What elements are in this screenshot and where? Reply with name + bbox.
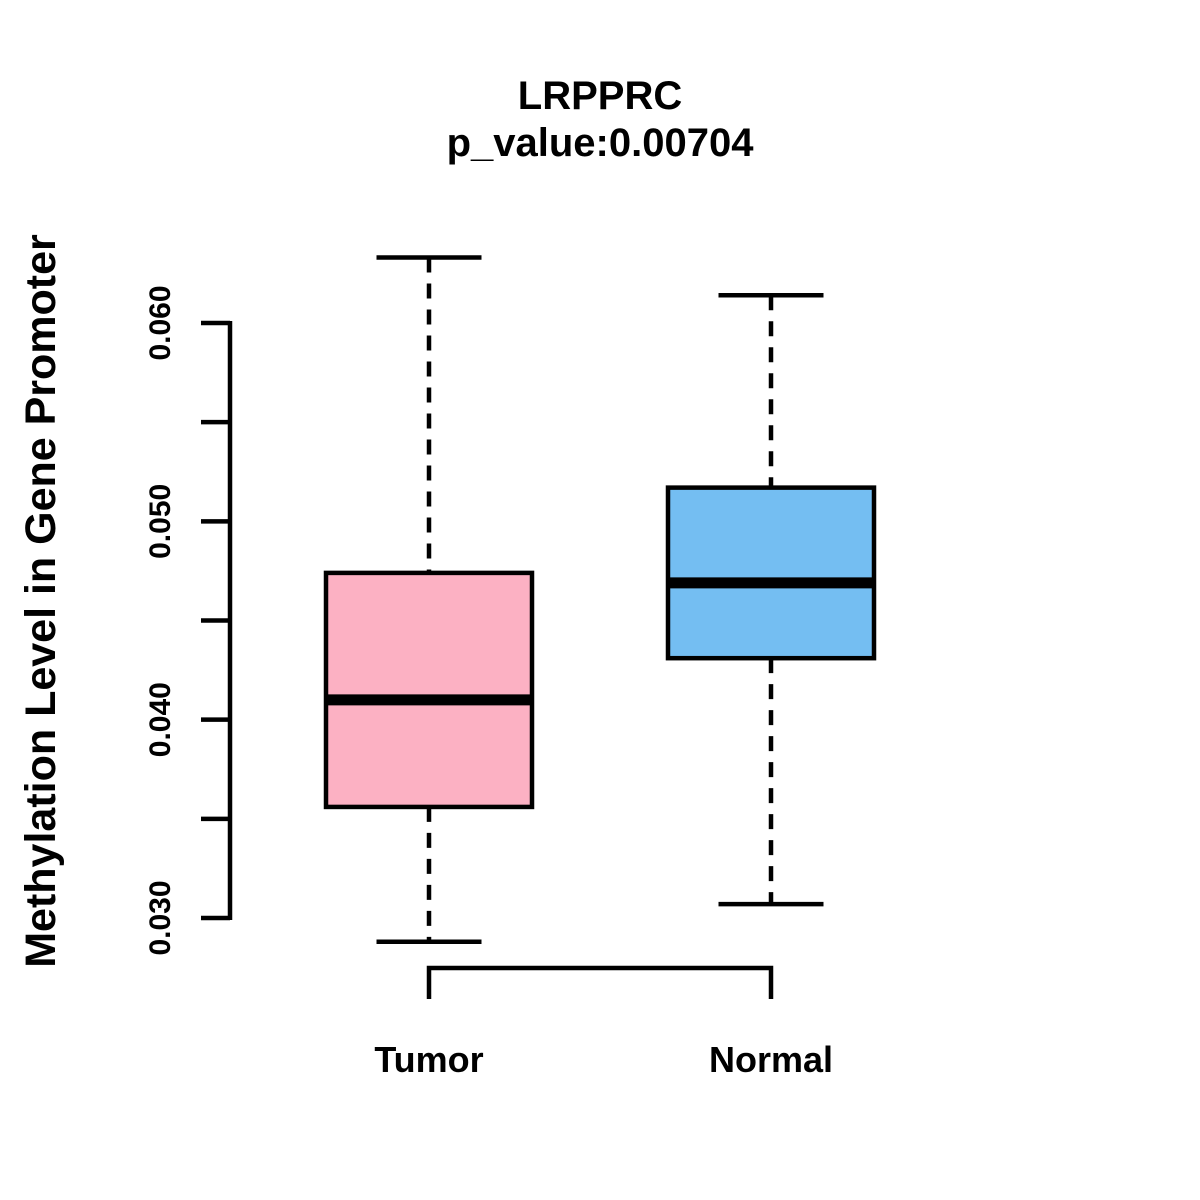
chart-title: LRPPRC bbox=[518, 74, 682, 118]
y-axis-tick-label: 0.040 bbox=[144, 682, 177, 757]
y-axis-tick-label: 0.050 bbox=[144, 484, 177, 559]
box-group-normal bbox=[665, 292, 877, 907]
y-axis-tick-label: 0.060 bbox=[144, 285, 177, 360]
x-axis-bracket-path bbox=[426, 965, 774, 999]
iqr-box-tumor bbox=[323, 570, 535, 810]
x-axis-bracket bbox=[426, 965, 774, 999]
y-axis-tick-label: 0.030 bbox=[144, 880, 177, 955]
iqr-box-normal bbox=[665, 485, 877, 661]
boxes-layer bbox=[323, 255, 877, 945]
x-category-label-normal: Normal bbox=[709, 1039, 833, 1080]
x-category-label-tumor: Tumor bbox=[374, 1039, 483, 1080]
chart-subtitle-pvalue: p_value:0.00704 bbox=[447, 121, 755, 165]
y-axis-title: Methylation Level in Gene Promoter bbox=[17, 234, 65, 968]
box-group-tumor bbox=[323, 255, 535, 945]
y-axis: 0.030 0.040 0.050 0.060 bbox=[144, 285, 233, 956]
